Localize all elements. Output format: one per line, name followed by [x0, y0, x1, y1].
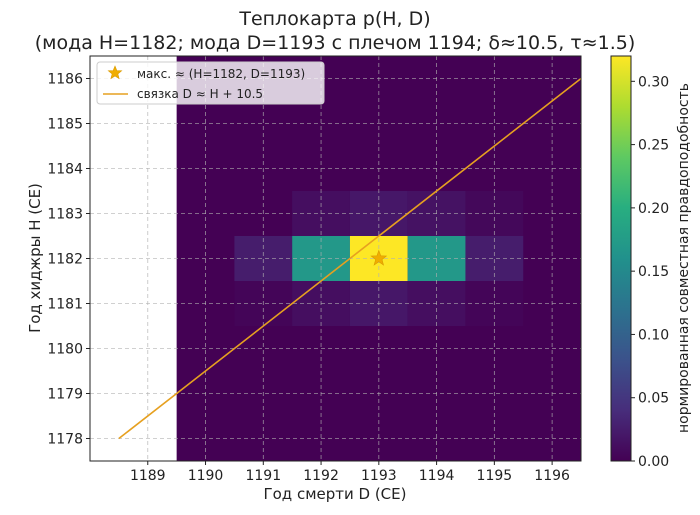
colorbar-tick-label: 0.25: [638, 138, 669, 154]
grid-lines: [90, 56, 581, 461]
colorbar-tick-label: 0.00: [638, 454, 669, 470]
y-axis-ticks: 1178 1179 1180 1181 1182 1183 1184 1185 1186: [47, 72, 90, 448]
x-tick-label: 1191: [245, 468, 281, 484]
chart-title-line-1: Теплокарта p(H, D): [238, 8, 430, 30]
x-tick-label: 1196: [534, 468, 570, 484]
x-tick-label: 1189: [130, 468, 166, 484]
x-tick-label: 1194: [419, 468, 455, 484]
legend-star-icon: [107, 65, 123, 80]
colorbar-tick-label: 0.15: [638, 264, 669, 280]
colorbar-tick-label: 0.05: [638, 391, 669, 407]
x-axis-ticks: 1189 1190 1191 1192 1193 1194 1195 1196: [130, 461, 570, 484]
colorbar-ticks: 0.00 0.05 0.10 0.15 0.20 0.25 0.30: [631, 74, 669, 470]
y-tick-label: 1186: [47, 72, 83, 88]
y-tick-label: 1178: [47, 432, 83, 448]
colorbar-tick-label: 0.30: [638, 74, 669, 90]
legend-link-label: связка D ≈ H + 10.5: [137, 87, 263, 101]
x-tick-label: 1193: [361, 468, 397, 484]
x-tick-label: 1190: [188, 468, 224, 484]
y-tick-label: 1184: [47, 162, 83, 178]
y-tick-label: 1183: [47, 207, 83, 223]
legend: макс. ≈ (H=1182, D=1193) связка D ≈ H + …: [96, 61, 325, 105]
colorbar: [610, 55, 632, 462]
y-axis-label: Год хиджры H (CE): [26, 183, 44, 333]
y-tick-label: 1180: [47, 342, 83, 358]
x-tick-label: 1192: [303, 468, 339, 484]
colorbar-label: нормированная совместная правдоподобност…: [676, 83, 692, 433]
link-line: [118, 77, 581, 440]
y-tick-label: 1179: [47, 387, 83, 403]
colorbar-tick-label: 0.10: [638, 327, 669, 343]
colorbar-tick-label: 0.20: [638, 201, 669, 217]
y-tick-label: 1182: [47, 252, 83, 268]
chart-title-line-2: (мода H=1182; мода D=1193 с плечом 1194;…: [35, 32, 636, 54]
y-tick-label: 1181: [47, 297, 83, 313]
x-tick-label: 1195: [477, 468, 513, 484]
peak-star-marker: [370, 249, 388, 266]
legend-peak-label: макс. ≈ (H=1182, D=1193): [137, 67, 305, 81]
y-tick-label: 1185: [47, 117, 83, 133]
legend-box: [96, 61, 325, 105]
x-axis-label: Год смерти D (CE): [263, 485, 406, 503]
peak-marker-layer: [370, 249, 388, 266]
link-line-layer: [118, 77, 581, 440]
